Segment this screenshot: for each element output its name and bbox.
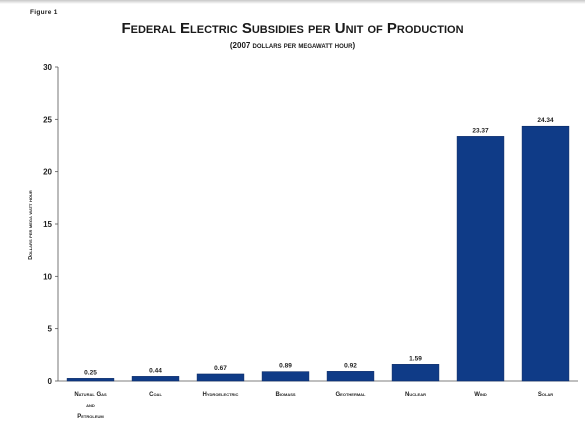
x-category-label: Nuclear	[405, 392, 426, 398]
data-label: 0.92	[344, 362, 357, 369]
x-category-label: Petroleum	[77, 414, 104, 420]
x-category-label: Natural Gas	[74, 392, 107, 398]
y-tick-label: 5	[48, 325, 53, 334]
data-label: 0.44	[149, 367, 162, 374]
data-label: 23.37	[472, 127, 489, 134]
x-category-label: Coal	[149, 392, 162, 398]
chart-subtitle: (2007 dollars per megawatt hour)	[229, 41, 356, 50]
data-label: 0.25	[84, 369, 97, 376]
x-category-label: Solar	[538, 392, 553, 398]
data-label: 24.34	[537, 117, 554, 124]
chart-title: Federal Electric Subsidies per Unit of P…	[121, 20, 464, 37]
top-strip	[0, 0, 585, 4]
bar	[261, 371, 310, 382]
bar	[521, 125, 570, 382]
data-label: 1.59	[409, 355, 422, 362]
y-tick-label: 30	[43, 63, 52, 72]
y-tick-label: 20	[43, 168, 52, 177]
x-category-label: Biomass	[275, 392, 295, 398]
bar	[131, 376, 180, 382]
bar	[391, 364, 440, 382]
bar	[196, 373, 245, 382]
x-category-label: Hydroelectric	[203, 392, 239, 398]
x-category-label: Wind	[474, 392, 487, 398]
bar	[326, 371, 375, 382]
x-category-label: and	[86, 403, 95, 409]
data-label: 0.67	[214, 365, 227, 372]
y-tick-label: 0	[48, 377, 53, 386]
y-tick-label: 10	[43, 272, 52, 281]
bar	[456, 136, 505, 382]
figure-label: Figure 1	[30, 9, 58, 16]
x-category-label: Geothermal	[336, 392, 367, 398]
bar	[66, 378, 115, 382]
data-label: 0.89	[279, 363, 292, 370]
y-tick-label: 15	[43, 220, 52, 229]
y-tick-label: 25	[43, 115, 52, 124]
